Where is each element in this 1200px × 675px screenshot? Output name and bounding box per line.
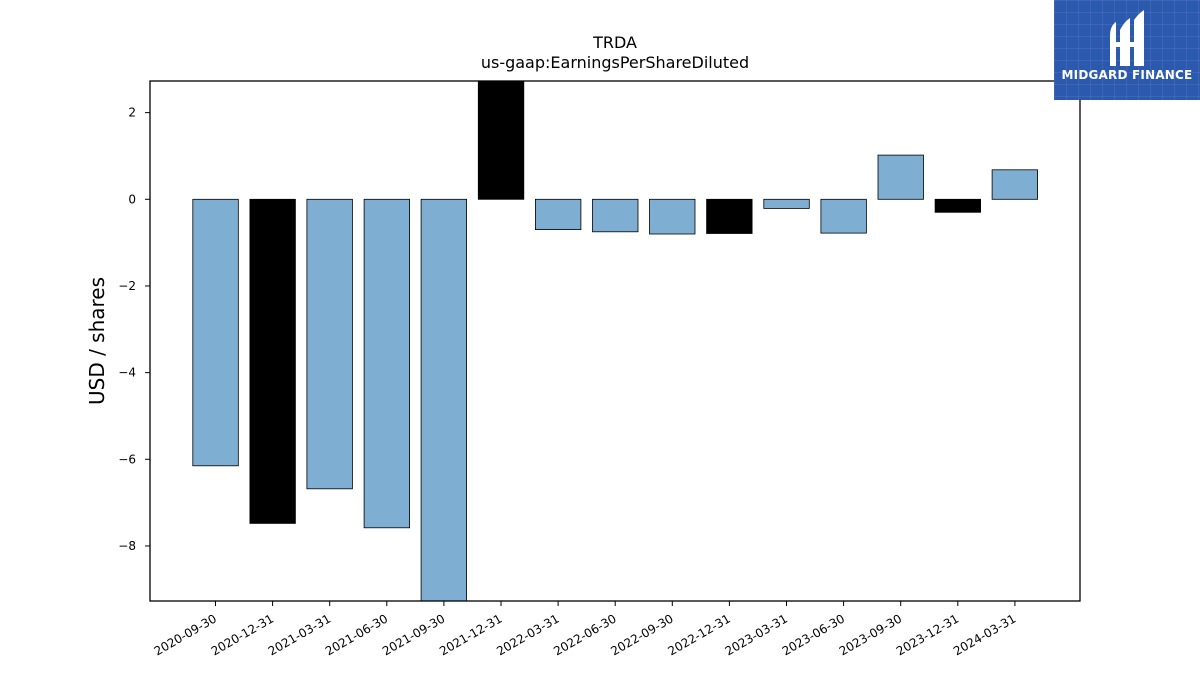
x-tick-label: 2021-09-30 <box>380 611 447 658</box>
bar-2023-06-30 <box>820 198 867 234</box>
bar-2024-03-31 <box>991 169 1038 200</box>
y-axis-label: USD / shares <box>85 277 109 405</box>
x-axis: 2020-09-302020-12-312021-03-312021-06-30… <box>152 601 1018 658</box>
x-tick-label: 2024-03-31 <box>951 611 1018 658</box>
x-tick-label: 2022-09-30 <box>608 611 675 658</box>
y-axis: 2 0 −2 −4 −6 −8 <box>118 106 150 553</box>
bar-2023-03-31 <box>763 198 810 209</box>
bars-group <box>192 80 1038 602</box>
x-tick-label: 2021-06-30 <box>323 611 390 658</box>
bar-2022-06-30 <box>592 198 639 233</box>
x-tick-label: 2023-03-31 <box>723 611 790 658</box>
bar-2023-09-30 <box>877 154 924 200</box>
y-tick-label: −8 <box>118 539 136 553</box>
bar-2021-03-31 <box>306 198 353 490</box>
x-tick-label: 2021-03-31 <box>266 611 333 658</box>
brand-name: MIDGARD FINANCE <box>1061 68 1193 82</box>
y-tick-label: −4 <box>118 366 136 380</box>
chart-title: TRDA <box>592 33 637 52</box>
x-tick-label: 2022-12-31 <box>665 611 732 658</box>
x-tick-label: 2022-06-30 <box>551 611 618 658</box>
bar-2022-03-31 <box>535 198 582 231</box>
bar-2022-09-30 <box>649 198 696 235</box>
bar-2021-12-31 <box>477 80 525 200</box>
y-tick-label: −2 <box>118 279 136 293</box>
x-tick-label: 2023-06-30 <box>780 611 847 658</box>
chart-subtitle: us-gaap:EarningsPerShareDiluted <box>481 53 749 72</box>
x-tick-label: 2023-12-31 <box>894 611 961 658</box>
plot-frame <box>149 80 1081 602</box>
x-tick-label: 2022-03-31 <box>494 611 561 658</box>
bar-2020-09-30 <box>192 198 239 467</box>
bar-2020-12-31 <box>249 198 296 524</box>
bar-2023-12-31 <box>934 198 981 213</box>
x-tick-label: 2023-09-30 <box>837 611 904 658</box>
x-tick-label: 2021-12-31 <box>437 611 504 658</box>
x-tick-label: 2020-12-31 <box>209 611 276 658</box>
y-tick-label: 0 <box>128 192 136 206</box>
bar-2022-12-31 <box>706 198 753 234</box>
bar-2021-09-30 <box>420 198 468 602</box>
y-tick-label: 2 <box>128 106 136 120</box>
bar-2021-06-30 <box>363 198 411 529</box>
midgard-logo-icon <box>1110 10 1144 66</box>
y-tick-label: −6 <box>118 452 136 466</box>
brand-logo: MIDGARD FINANCE <box>1054 0 1200 100</box>
x-tick-label: 2020-09-30 <box>152 611 219 658</box>
